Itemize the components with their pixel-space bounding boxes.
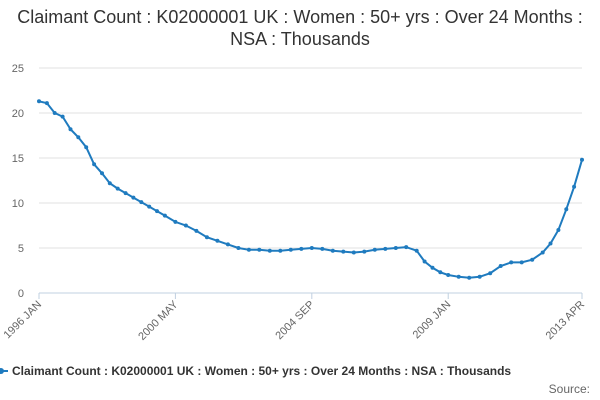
data-point[interactable] (288, 247, 293, 252)
data-point[interactable] (580, 157, 584, 162)
data-point[interactable] (147, 204, 152, 209)
gridlines (39, 67, 582, 249)
data-point[interactable] (540, 250, 545, 255)
data-point[interactable] (131, 195, 136, 200)
data-point[interactable] (92, 162, 97, 167)
source-label: Source: (548, 382, 590, 396)
x-tick-label: 2000 MAY (136, 298, 181, 343)
data-point[interactable] (564, 207, 569, 212)
y-tick-label: 15 (12, 153, 24, 165)
data-point[interactable] (246, 247, 251, 252)
data-point[interactable] (438, 270, 443, 275)
y-tick-label: 0 (18, 288, 24, 300)
data-point[interactable] (278, 248, 283, 253)
data-point[interactable] (519, 260, 524, 265)
data-point[interactable] (194, 228, 199, 233)
data-point[interactable] (52, 111, 57, 115)
data-point[interactable] (44, 101, 49, 106)
data-point[interactable] (548, 241, 553, 246)
data-point[interactable] (372, 247, 377, 252)
chart-title: Claimant Count : K02000001 UK : Women : … (17, 7, 583, 49)
data-point[interactable] (173, 219, 178, 224)
x-tick-label: 2009 JAN (411, 299, 454, 342)
y-tick-label: 5 (18, 243, 24, 255)
data-point[interactable] (488, 271, 493, 276)
x-tick-label: 2013 APR (544, 299, 588, 343)
data-point[interactable] (393, 246, 398, 250)
data-point[interactable] (257, 247, 262, 252)
data-point[interactable] (383, 246, 388, 251)
data-point[interactable] (139, 200, 144, 205)
data-point[interactable] (60, 114, 65, 119)
data-point[interactable] (351, 250, 356, 255)
data-point[interactable] (107, 181, 112, 186)
y-axis-ticks: 0 5 10 15 20 25 (12, 63, 24, 300)
data-point[interactable] (299, 246, 304, 251)
data-point[interactable] (155, 209, 159, 214)
y-tick-label: 10 (12, 198, 24, 210)
data-point[interactable] (414, 248, 419, 253)
legend[interactable]: Claimant Count : K02000001 UK : Women : … (0, 364, 511, 378)
data-point[interactable] (162, 213, 167, 218)
data-point[interactable] (204, 235, 209, 240)
x-tick-label: 2004 SEP (273, 299, 317, 343)
legend-label: Claimant Count : K02000001 UK : Women : … (12, 364, 512, 378)
data-point[interactable] (556, 228, 561, 232)
data-point[interactable] (341, 249, 346, 254)
data-point[interactable] (37, 99, 41, 104)
data-point[interactable] (309, 246, 314, 250)
data-point[interactable] (362, 249, 367, 254)
legend-swatch-icon (0, 366, 8, 376)
x-tick-label: 1996 JAN (1, 299, 44, 342)
data-point[interactable] (215, 238, 220, 243)
data-point[interactable] (76, 135, 81, 140)
data-point[interactable] (404, 245, 409, 250)
data-point[interactable] (115, 186, 120, 191)
data-point[interactable] (498, 264, 503, 268)
data-point[interactable] (456, 274, 461, 279)
series-line (38, 100, 583, 279)
data-point[interactable] (123, 191, 128, 196)
data-point[interactable] (100, 171, 104, 176)
data-point[interactable] (320, 246, 325, 251)
data-point[interactable] (467, 275, 472, 280)
data-point[interactable] (509, 260, 514, 265)
data-point[interactable] (530, 257, 535, 262)
y-tick-label: 20 (12, 108, 24, 120)
data-point[interactable] (422, 259, 427, 264)
data-point[interactable] (225, 242, 230, 247)
data-point[interactable] (430, 265, 435, 270)
data-point[interactable] (330, 248, 335, 253)
y-tick-label: 25 (12, 63, 24, 75)
data-point[interactable] (84, 145, 89, 150)
data-point[interactable] (183, 223, 188, 228)
series-layer (37, 99, 584, 280)
data-point[interactable] (477, 274, 482, 279)
data-point[interactable] (68, 127, 73, 132)
data-point[interactable] (236, 246, 241, 250)
x-axis-ticks: 1996 JAN 2000 MAY 2004 SEP 2009 JAN 2013 APR (1, 293, 587, 343)
data-point[interactable] (446, 273, 451, 277)
data-point[interactable] (572, 184, 577, 189)
data-point[interactable] (267, 248, 272, 253)
